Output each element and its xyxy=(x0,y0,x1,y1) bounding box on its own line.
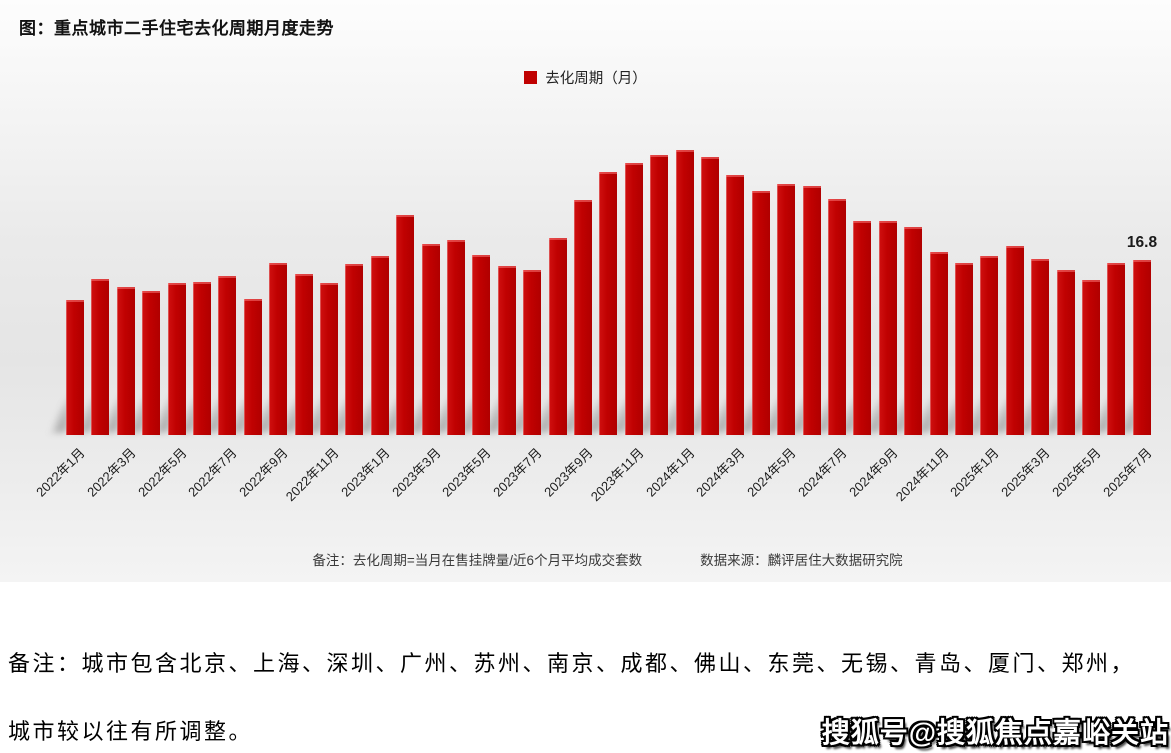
remark-line-2: 城市较以往有所调整。 xyxy=(8,719,254,744)
bar-2022年12月 xyxy=(345,264,364,435)
bar-2023年4月 xyxy=(447,240,465,435)
bar-2024年7月 xyxy=(828,198,846,435)
bar-2025年6月 xyxy=(1107,263,1126,435)
remark-line-1: 备注：城市包含北京、上海、深圳、广州、苏州、南京、成都、佛山、东莞、无锡、青岛、… xyxy=(8,651,1136,676)
bar-2024年1月 xyxy=(675,149,694,435)
bar-2024年9月 xyxy=(878,221,897,435)
bar-2025年7月 xyxy=(1132,259,1151,435)
bar-2025年1月 xyxy=(980,255,999,435)
bar-2022年9月 xyxy=(269,263,288,435)
bar-2022年7月 xyxy=(218,275,237,435)
bar-2024年8月 xyxy=(853,221,872,435)
legend-swatch-icon xyxy=(524,71,538,84)
bar-2023年10月 xyxy=(599,172,618,435)
bar-2022年3月 xyxy=(116,287,135,435)
bar-2022年2月 xyxy=(91,278,110,435)
bar-2024年4月 xyxy=(751,191,770,435)
bar-2022年1月 xyxy=(66,299,84,435)
x-axis-labels: 2022年1月 2022年3月 2022年5月 2022年7月 2022年9月 2022年… xyxy=(33,435,1166,550)
bar-2025年3月 xyxy=(1031,258,1050,435)
last-value-label: 16.8 xyxy=(1126,234,1158,251)
bar-2023年8月 xyxy=(548,238,567,435)
bar-2024年3月 xyxy=(726,174,745,435)
bar-2024年11月 xyxy=(929,251,948,435)
bar-2022年11月 xyxy=(320,282,338,435)
bar-2024年10月 xyxy=(904,226,923,435)
bar-2024年5月 xyxy=(777,183,796,435)
bar-2023年7月 xyxy=(523,270,542,435)
chart-title: 图：重点城市二手住宅去化周期月度走势 xyxy=(19,19,334,38)
bar-2023年12月 xyxy=(650,154,669,435)
chart-panel: 图：重点城市二手住宅去化周期月度走势 去化周期（月） 16.8 2022年1月 2… xyxy=(0,0,1171,582)
bar-2025年4月 xyxy=(1056,270,1075,435)
bar-2023年9月 xyxy=(574,199,592,435)
bar-2024年2月 xyxy=(701,156,719,435)
chart-legend: 去化周期（月） xyxy=(0,67,1171,88)
bar-chart-plot: 16.8 xyxy=(48,0,1166,435)
footer-remark: 备注：城市包含北京、上海、深圳、广州、苏州、南京、成都、佛山、东莞、无锡、青岛、… xyxy=(8,650,1165,753)
bar-2025年5月 xyxy=(1082,279,1100,435)
bar-2022年5月 xyxy=(167,282,186,435)
legend-label: 去化周期（月） xyxy=(545,71,647,87)
bar-2023年1月 xyxy=(370,255,389,435)
bar-2022年10月 xyxy=(294,273,313,435)
bar-2023年6月 xyxy=(497,266,516,435)
bar-2023年5月 xyxy=(472,254,491,435)
bar-2024年6月 xyxy=(802,186,821,435)
bar-2025年2月 xyxy=(1005,246,1024,435)
bar-2022年8月 xyxy=(243,298,262,435)
chart-source: 数据来源：麟评居住大数据研究院 xyxy=(700,553,903,568)
bar-2022年6月 xyxy=(193,281,211,435)
bar-2024年12月 xyxy=(955,263,973,435)
bar-2022年4月 xyxy=(142,291,161,435)
bar-2023年2月 xyxy=(396,215,415,435)
bar-2023年3月 xyxy=(421,244,440,435)
watermark: 搜狐号@搜狐焦点嘉峪关站 xyxy=(821,717,1169,748)
chart-notes: 备注：去化周期=当月在售挂牌量/近6个月平均成交套数 数据来源：麟评居住大数据研… xyxy=(22,549,1171,569)
bar-2023年11月 xyxy=(624,163,643,435)
chart-note: 备注：去化周期=当月在售挂牌量/近6个月平均成交套数 xyxy=(312,553,643,568)
